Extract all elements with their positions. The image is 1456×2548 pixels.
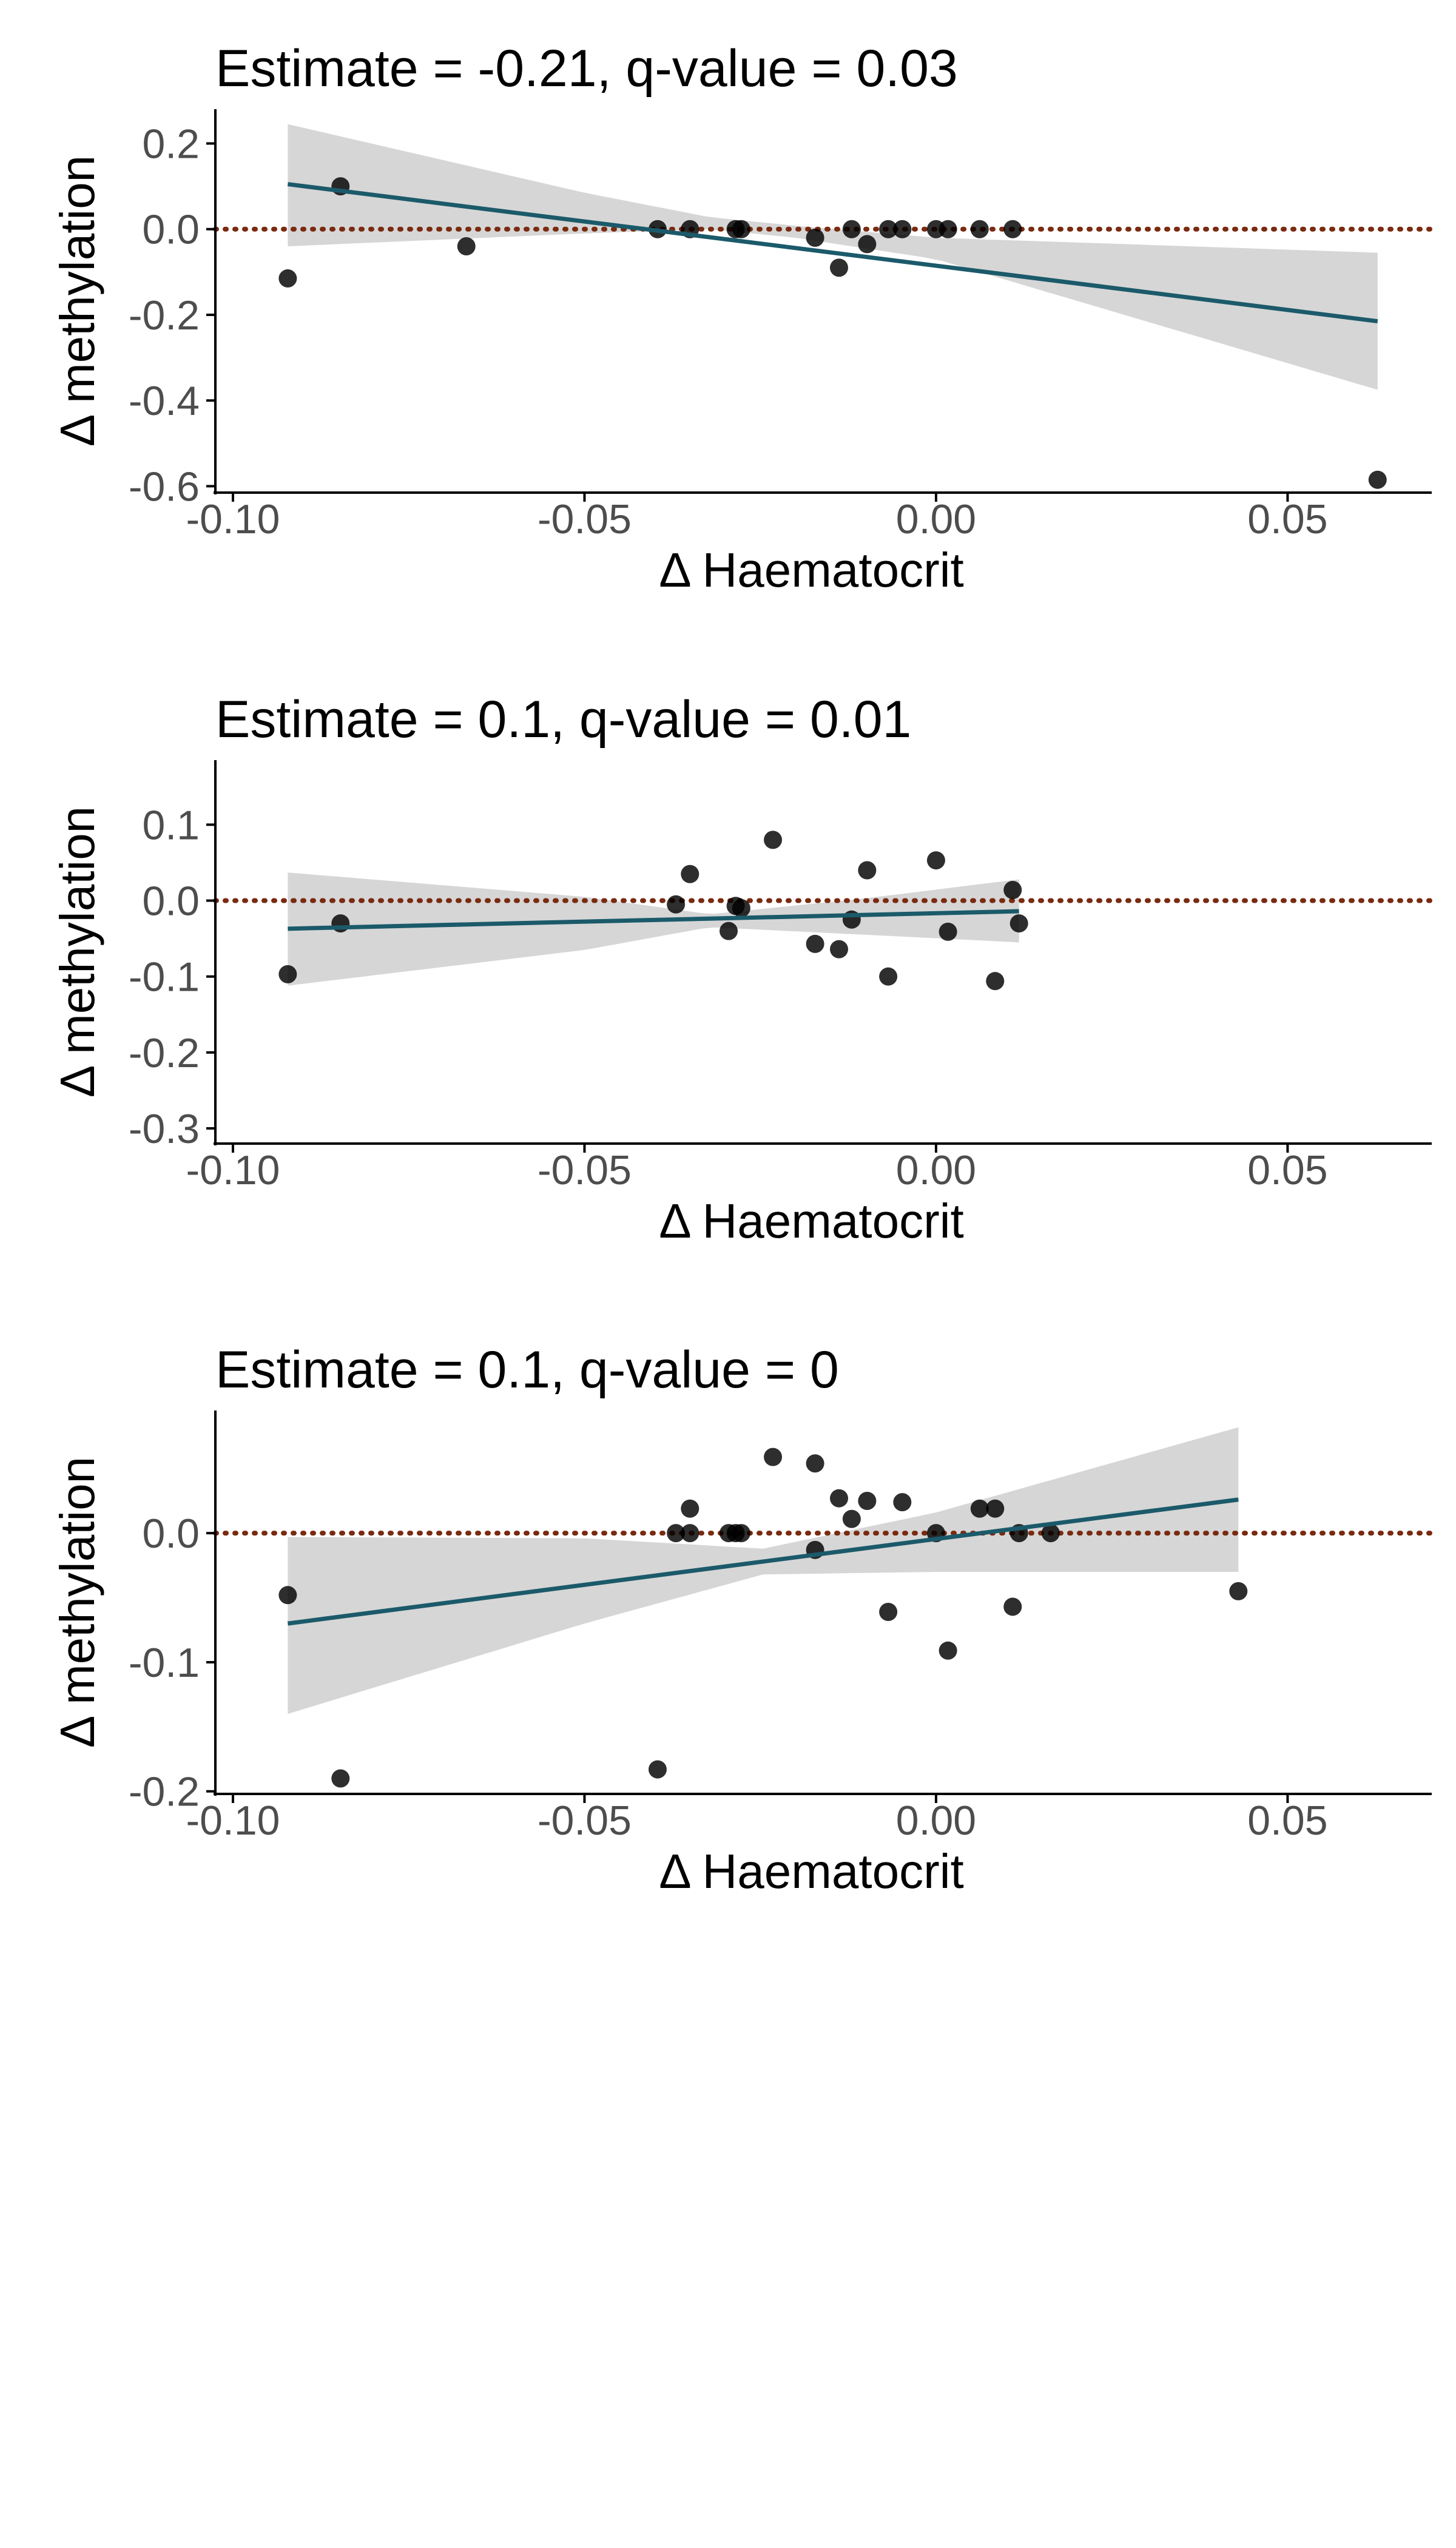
data-point [331, 914, 350, 933]
x-tick-label: -0.10 [186, 496, 280, 542]
x-axis-label: Δ Haematocrit [659, 1844, 964, 1898]
y-tick-label: -0.3 [129, 1106, 200, 1152]
data-point [858, 235, 877, 254]
data-point [893, 1493, 912, 1512]
data-point [732, 1524, 750, 1543]
data-point [879, 967, 898, 986]
y-tick-label: 0.0 [142, 878, 200, 925]
data-point [1003, 1597, 1022, 1616]
data-point [806, 228, 824, 247]
data-point [667, 895, 686, 914]
x-tick-label: -0.05 [538, 1798, 632, 1844]
data-point [681, 1524, 699, 1543]
data-point [457, 237, 476, 255]
y-tick-label: -0.2 [129, 1769, 200, 1815]
data-point [1009, 914, 1028, 933]
chart-panel-1: -0.10 -0.05 0.00 0.05 0.2 0.0 -0.2 -0.4 -0.6 Esti… [50, 39, 1434, 597]
y-axis-label: Δ methylation [50, 155, 104, 447]
x-tick-label: 0.05 [1247, 1147, 1327, 1193]
y-tick-label: 0.0 [142, 1511, 200, 1557]
data-point [893, 220, 912, 238]
data-point [829, 1489, 848, 1508]
chart-panel-2: -0.10 -0.05 0.00 0.05 0.1 0.0 -0.1 -0.2 -0.3 Esti… [50, 690, 1434, 1248]
y-axis-label: Δ methylation [50, 1457, 104, 1748]
data-point [806, 1454, 824, 1473]
chart-title: Estimate = -0.21, q-value = 0.03 [215, 39, 958, 98]
regression-line [287, 1497, 1239, 1626]
data-point [879, 1602, 898, 1621]
data-point [732, 220, 750, 238]
data-point [331, 1769, 350, 1788]
y-tick-label: 0.0 [142, 207, 200, 253]
data-point [970, 220, 989, 238]
chart-panel-3: -0.10 -0.05 0.00 0.05 0.0 -0.1 -0.2 Estimate = … [50, 1341, 1434, 1898]
data-point [842, 1509, 861, 1528]
data-point [986, 1499, 1005, 1518]
data-point [278, 965, 297, 983]
data-point [939, 922, 957, 941]
data-point [764, 831, 783, 849]
data-point [970, 1499, 989, 1518]
x-axis-label: Δ Haematocrit [659, 543, 964, 597]
x-tick-label: 0.05 [1247, 1798, 1327, 1844]
regression-line [288, 909, 1019, 931]
data-point [829, 258, 848, 277]
x-tick-label: -0.05 [538, 496, 632, 542]
y-tick-label: -0.6 [129, 463, 200, 510]
data-point [681, 864, 699, 883]
data-point [278, 1586, 297, 1605]
data-point [926, 851, 945, 870]
y-tick-label: -0.1 [129, 1640, 200, 1686]
x-tick-label: -0.10 [186, 1798, 280, 1844]
chart-title: Estimate = 0.1, q-value = 0 [215, 1341, 839, 1399]
confidence-band [288, 124, 1378, 390]
data-point [858, 861, 877, 880]
y-tick-label: -0.1 [129, 954, 200, 1000]
data-point [1003, 220, 1022, 238]
y-tick-label: -0.4 [129, 378, 200, 424]
x-tick-label: 0.00 [896, 1798, 976, 1844]
x-tick-label: -0.05 [538, 1147, 632, 1193]
x-tick-label: 0.05 [1247, 496, 1327, 542]
confidence-band [288, 1427, 1239, 1714]
y-tick-label: 0.1 [142, 802, 200, 848]
x-tick-label: 0.00 [896, 1147, 976, 1193]
data-point [1003, 881, 1022, 900]
data-point [939, 1641, 957, 1660]
regression-line [287, 182, 1378, 324]
data-point [829, 940, 848, 959]
data-point [732, 899, 750, 918]
data-point [278, 269, 297, 288]
y-tick-label: 0.2 [142, 121, 200, 167]
data-point [764, 1448, 783, 1466]
data-point [858, 1491, 877, 1510]
y-tick-label: -0.2 [129, 1030, 200, 1076]
data-point [681, 1499, 699, 1518]
x-tick-label: 0.00 [896, 496, 976, 542]
x-axis-label: Δ Haematocrit [659, 1194, 964, 1248]
data-point [806, 934, 824, 953]
data-point [648, 1760, 667, 1779]
y-axis-label: Δ methylation [50, 806, 104, 1097]
data-point [939, 220, 957, 238]
data-point [667, 1524, 686, 1543]
x-tick-label: -0.10 [186, 1147, 280, 1193]
data-point [1041, 1524, 1060, 1543]
data-point [986, 972, 1005, 991]
data-point [879, 220, 898, 238]
y-tick-label: -0.2 [129, 292, 200, 339]
data-point [1368, 470, 1387, 489]
data-point [842, 220, 861, 238]
confidence-band [288, 872, 1019, 986]
chart-title: Estimate = 0.1, q-value = 0.01 [215, 690, 911, 749]
data-point [720, 922, 738, 940]
data-point [1229, 1582, 1248, 1600]
